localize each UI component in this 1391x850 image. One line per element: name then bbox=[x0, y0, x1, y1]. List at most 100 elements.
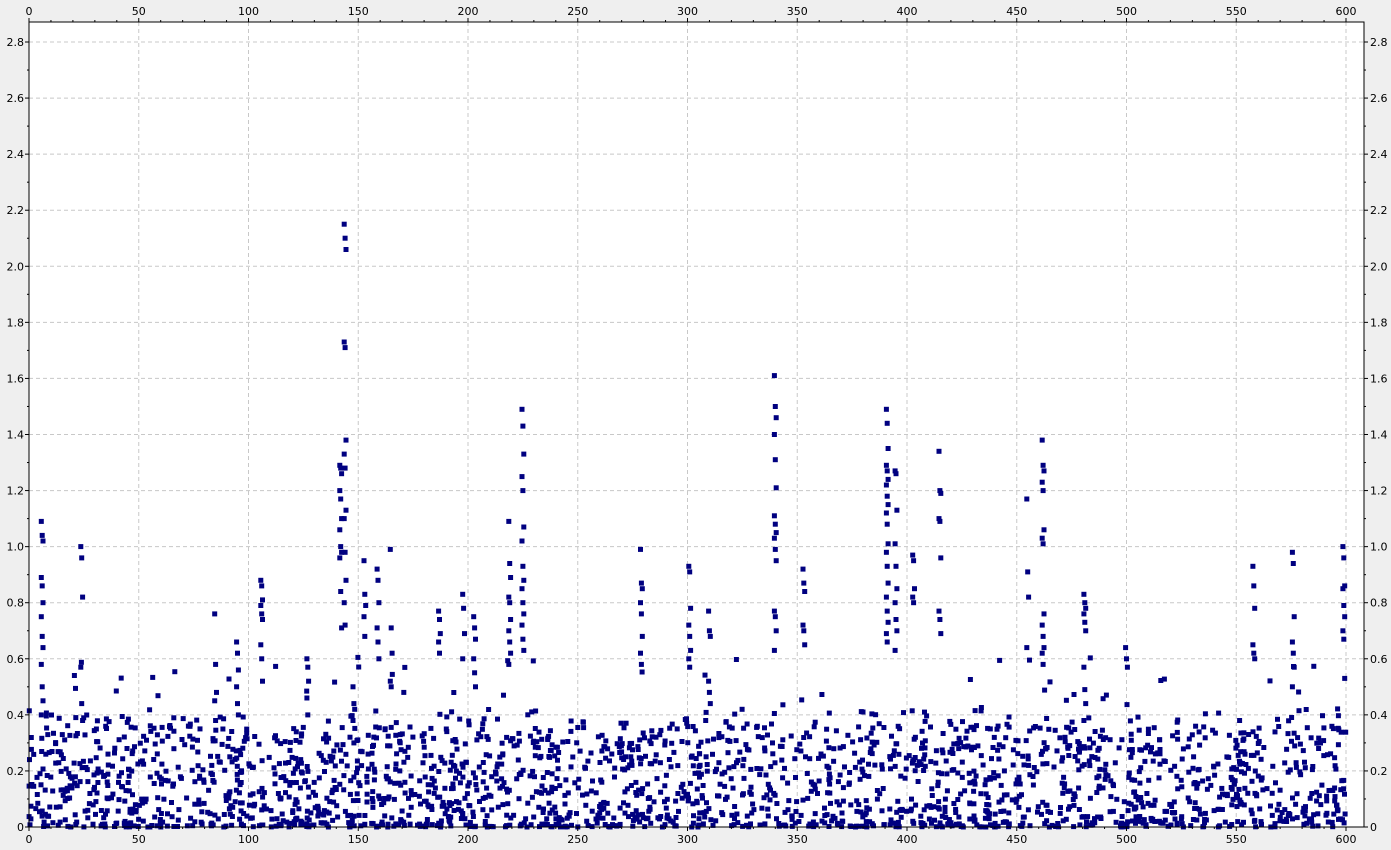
data-point bbox=[765, 806, 771, 812]
data-point bbox=[1219, 785, 1225, 791]
data-point bbox=[911, 757, 917, 763]
data-point bbox=[638, 546, 643, 552]
data-point bbox=[136, 816, 142, 822]
data-point bbox=[754, 724, 760, 730]
data-point bbox=[429, 782, 435, 788]
data-point bbox=[635, 812, 641, 818]
data-point bbox=[291, 726, 297, 732]
y-tick-label-right: 1.6 bbox=[1370, 372, 1388, 385]
data-point bbox=[639, 791, 645, 797]
data-point bbox=[697, 751, 703, 757]
y-tick-label-right: 1.2 bbox=[1370, 485, 1388, 498]
data-point bbox=[516, 730, 522, 736]
data-point bbox=[937, 488, 943, 494]
data-point bbox=[532, 753, 538, 759]
data-point bbox=[331, 777, 337, 783]
data-point bbox=[421, 731, 427, 737]
data-point bbox=[737, 749, 743, 755]
data-point bbox=[530, 768, 536, 774]
data-point bbox=[356, 664, 362, 670]
data-point bbox=[389, 815, 395, 821]
data-point bbox=[702, 672, 708, 678]
data-point bbox=[884, 521, 890, 527]
data-point bbox=[807, 756, 813, 762]
data-point bbox=[444, 806, 450, 812]
data-point bbox=[520, 600, 526, 606]
data-point bbox=[904, 808, 910, 814]
data-point bbox=[1041, 468, 1047, 474]
data-point bbox=[1041, 740, 1047, 746]
data-point bbox=[547, 728, 553, 734]
grid-lines bbox=[28, 22, 1364, 828]
x-tick-label-top: 300 bbox=[677, 5, 698, 18]
data-point bbox=[542, 821, 548, 827]
data-point bbox=[1037, 725, 1043, 731]
data-point bbox=[1179, 821, 1185, 827]
data-point bbox=[241, 811, 247, 816]
data-point bbox=[234, 639, 240, 645]
data-point bbox=[154, 751, 160, 757]
data-point bbox=[1237, 718, 1243, 723]
data-point bbox=[337, 555, 343, 561]
data-point bbox=[719, 810, 725, 816]
data-point bbox=[739, 706, 745, 712]
data-point bbox=[1197, 811, 1203, 817]
data-point bbox=[1341, 786, 1347, 792]
data-point bbox=[1185, 744, 1191, 750]
data-point bbox=[484, 785, 490, 791]
data-point bbox=[728, 776, 734, 782]
data-point bbox=[455, 806, 461, 812]
data-point bbox=[919, 728, 925, 734]
data-point bbox=[1259, 821, 1264, 827]
data-point bbox=[124, 823, 130, 829]
data-point bbox=[171, 781, 176, 787]
data-point bbox=[458, 816, 464, 821]
data-point bbox=[126, 767, 132, 773]
data-point bbox=[536, 729, 542, 735]
data-point bbox=[53, 740, 59, 746]
data-point bbox=[195, 737, 200, 743]
data-point bbox=[890, 752, 896, 758]
data-point bbox=[293, 817, 299, 823]
data-point bbox=[1229, 766, 1235, 772]
data-point bbox=[1309, 791, 1315, 796]
data-point bbox=[429, 822, 435, 828]
data-point bbox=[298, 757, 304, 763]
data-point bbox=[1076, 807, 1082, 812]
data-point bbox=[967, 780, 973, 786]
data-point bbox=[482, 822, 488, 828]
plot-frame bbox=[28, 21, 1365, 828]
data-point bbox=[1086, 715, 1092, 721]
data-point bbox=[379, 819, 385, 825]
data-point bbox=[240, 714, 246, 720]
data-point bbox=[887, 806, 893, 812]
data-point bbox=[42, 787, 48, 793]
data-point bbox=[1010, 747, 1016, 753]
data-point bbox=[508, 617, 514, 622]
data-point bbox=[1075, 758, 1081, 764]
x-tick-label-bottom: 250 bbox=[567, 833, 588, 846]
data-point bbox=[815, 791, 820, 796]
data-point bbox=[542, 787, 548, 793]
data-point bbox=[1071, 791, 1077, 797]
data-point bbox=[990, 745, 996, 750]
data-point bbox=[441, 802, 447, 808]
data-point bbox=[834, 799, 840, 805]
data-point bbox=[119, 714, 125, 719]
data-point bbox=[1141, 817, 1147, 823]
data-point bbox=[440, 799, 446, 805]
data-point bbox=[356, 812, 362, 818]
data-point bbox=[1229, 802, 1235, 808]
data-point bbox=[639, 669, 645, 675]
data-point bbox=[1126, 770, 1132, 776]
data-point bbox=[354, 770, 360, 776]
data-point bbox=[782, 765, 787, 771]
data-point bbox=[457, 780, 463, 786]
data-point bbox=[327, 753, 333, 759]
data-point bbox=[850, 739, 856, 745]
data-point bbox=[44, 773, 50, 778]
data-point bbox=[1194, 817, 1200, 823]
data-point bbox=[1145, 726, 1151, 732]
data-point bbox=[863, 810, 869, 816]
data-point bbox=[28, 735, 34, 740]
